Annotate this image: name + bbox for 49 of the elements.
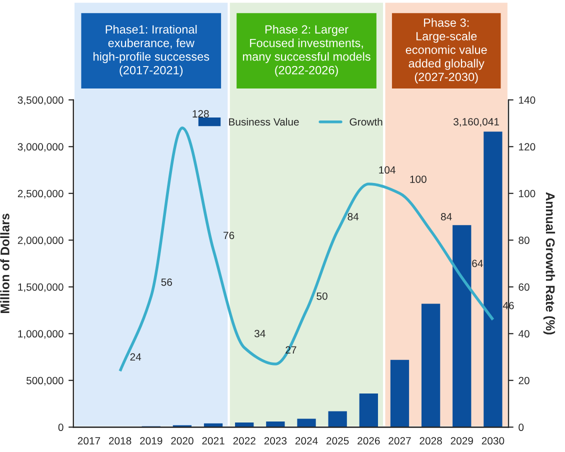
data-label: 3,160,041 xyxy=(454,118,499,127)
data-label: 128 xyxy=(192,110,209,118)
x-tick-label: 2022 xyxy=(233,437,256,445)
y2-tick-label: 140 xyxy=(519,96,536,104)
y2-tick-label: 120 xyxy=(519,143,536,151)
y-tick-label: 3,500,000 xyxy=(18,96,64,105)
y2-tick-label: 40 xyxy=(518,330,530,338)
data-label: 56 xyxy=(161,278,172,286)
x-tick-label: 2029 xyxy=(450,437,473,445)
data-label: 64 xyxy=(472,260,483,268)
x-tick-label: 2021 xyxy=(202,437,224,445)
x-tick-label: 2027 xyxy=(388,437,411,445)
legend-label: Growth xyxy=(350,118,382,126)
y-tick-label: 1,000,000 xyxy=(18,330,64,339)
x-tick-label: 2025 xyxy=(326,437,349,445)
data-label: 34 xyxy=(254,330,266,338)
data-label: 104 xyxy=(379,166,396,174)
y-tick-label: 3,000,000 xyxy=(18,143,64,152)
band-label: Phase 3: Large-scale economic value added globally (2027-2030) xyxy=(406,18,487,84)
x-tick-label: 2020 xyxy=(171,437,194,445)
y2-tick-label: 100 xyxy=(519,190,536,198)
x-tick-label: 2023 xyxy=(264,437,287,445)
legend-label: Business Value xyxy=(229,118,299,126)
x-tick-label: 2028 xyxy=(420,437,442,445)
data-label: 76 xyxy=(224,232,234,240)
x-tick-label: 2017 xyxy=(78,437,100,445)
band-label: Phase 2: Larger Focused investments, many successful models (2022-2026) xyxy=(243,24,370,77)
band-label: Phase1: Irrational exuberance, few high-profile successes (2017-2021) xyxy=(94,24,210,77)
x-tick-label: 2019 xyxy=(140,437,162,445)
y-axis-title: Million of Dollars xyxy=(0,214,10,314)
y-tick-label: 2,500,000 xyxy=(18,190,64,198)
y2-tick-label: 0 xyxy=(518,424,524,432)
data-label: 84 xyxy=(440,213,452,220)
y2-tick-label: 20 xyxy=(518,376,530,384)
y2-tick-label: 80 xyxy=(518,236,530,244)
data-label: 84 xyxy=(348,213,359,220)
data-label: 24 xyxy=(130,353,142,361)
x-tick-label: 2030 xyxy=(482,437,504,445)
x-tick-label: 2026 xyxy=(358,437,380,445)
y2-tick-label: 60 xyxy=(518,283,530,291)
x-tick-label: 2018 xyxy=(109,437,132,445)
y-tick-label: 1,500,000 xyxy=(18,283,64,292)
x-tick-label: 2024 xyxy=(295,437,318,445)
data-label: 50 xyxy=(316,292,328,300)
y-tick-label: 0 xyxy=(58,424,64,432)
y2-axis-title: Annual Growth Rate (%) xyxy=(543,192,556,334)
y-tick-label: 2,000,000 xyxy=(18,236,64,246)
data-label: 100 xyxy=(410,176,426,183)
y-tick-label: 500,000 xyxy=(26,376,64,386)
